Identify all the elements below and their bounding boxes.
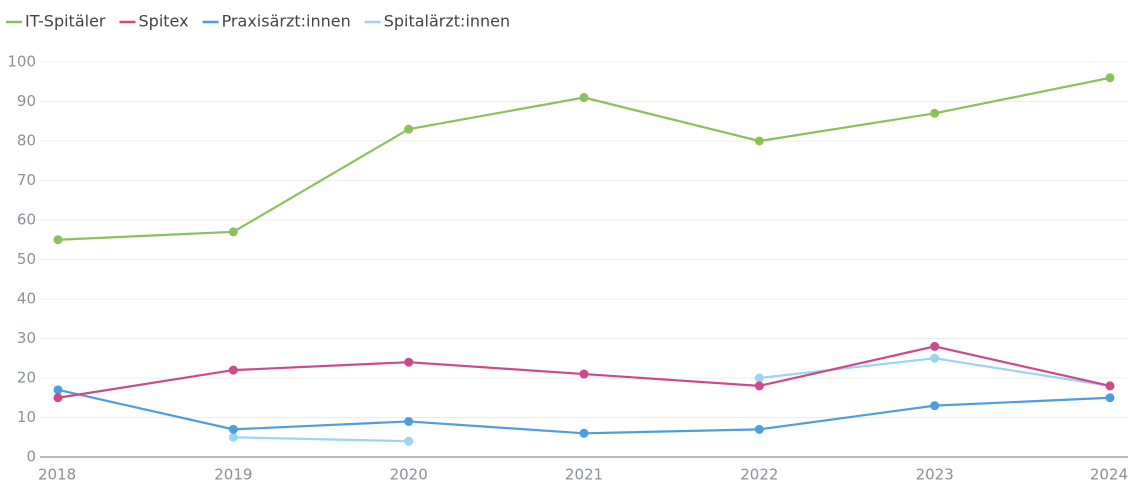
series-line [57, 388, 1111, 435]
y-tick-label: 100 [7, 53, 36, 71]
x-tick-label: 2022 [740, 466, 778, 484]
y-tick-label: 90 [17, 92, 36, 110]
x-tick-label: 2024 [1090, 466, 1128, 484]
y-tick-label: 50 [17, 250, 36, 268]
data-point [579, 428, 589, 438]
data-point [404, 436, 414, 446]
data-point [930, 341, 940, 351]
data-point [930, 108, 940, 118]
x-tick-label: 2021 [565, 466, 603, 484]
data-point [228, 432, 238, 442]
y-tick-label: 30 [17, 329, 36, 347]
y-tick-label: 0 [26, 448, 36, 466]
data-point [754, 424, 764, 434]
series-line [57, 76, 1111, 241]
data-point [404, 416, 414, 426]
data-point [228, 365, 238, 375]
data-point [228, 227, 238, 237]
x-tick-label: 2018 [38, 466, 76, 484]
legend-label: Spitex [139, 12, 189, 31]
data-point [754, 373, 764, 383]
data-point [754, 381, 764, 391]
data-point [579, 93, 589, 103]
y-tick-label: 70 [17, 171, 36, 189]
x-tick-label: 2020 [390, 466, 428, 484]
y-tick-label: 40 [17, 290, 36, 308]
data-point [404, 124, 414, 134]
data-point [1105, 73, 1115, 83]
data-point [53, 385, 63, 395]
data-point [228, 424, 238, 434]
data-point [579, 369, 589, 379]
y-tick-label: 60 [17, 211, 36, 229]
data-point [930, 353, 940, 363]
x-tick-label: 2019 [214, 466, 252, 484]
legend-label: IT-Spitäler [25, 12, 106, 31]
data-point [930, 401, 940, 411]
data-point [404, 357, 414, 367]
y-tick-label: 80 [17, 132, 36, 150]
y-tick-label: 20 [17, 369, 36, 387]
legend-label: Praxisärzt:innen [222, 12, 351, 31]
series-line [233, 357, 1111, 443]
data-point [53, 393, 63, 403]
y-tick-label: 10 [17, 408, 36, 426]
data-point [1105, 381, 1115, 391]
data-point [1105, 393, 1115, 403]
legend-label: Spitalärzt:innen [384, 12, 510, 31]
data-point [754, 136, 764, 146]
data-point [53, 235, 63, 245]
x-tick-label: 2023 [916, 466, 954, 484]
